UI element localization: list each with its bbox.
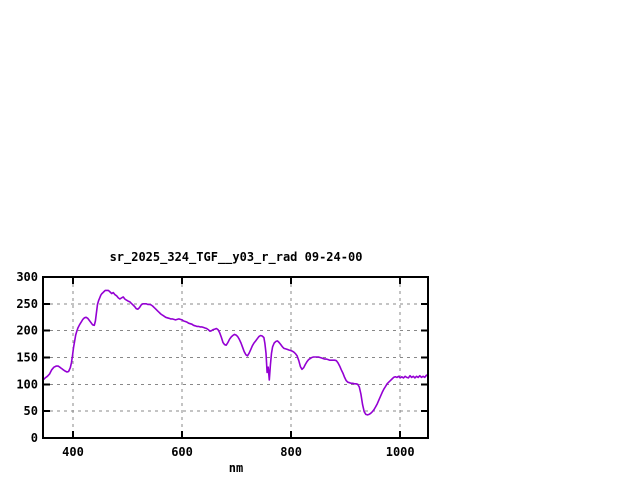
y-tick-label: 150	[16, 351, 38, 365]
plot-border	[42, 276, 429, 439]
y-tick-label: 200	[16, 324, 38, 338]
chart-title: sr_2025_324_TGF__y03_r_rad 09-24-00	[110, 250, 363, 265]
x-tick-label: 600	[171, 445, 193, 459]
y-tick-label: 250	[16, 297, 38, 311]
y-tick-label: 50	[24, 404, 38, 418]
y-tick-label: 100	[16, 377, 38, 391]
x-tick-label: 800	[280, 445, 302, 459]
plot-frame	[42, 276, 429, 439]
data-curve	[42, 289, 429, 416]
y-tick-label: 300	[16, 270, 38, 284]
spectral-curve	[42, 289, 429, 416]
x-tick-label: 400	[62, 445, 84, 459]
tick-labels: 400 600 800 1000 0 50 100 150 200 250 300	[16, 270, 414, 459]
x-axis-label: nm	[229, 461, 243, 475]
x-tick-label: 1000	[386, 445, 415, 459]
grid-lines	[43, 277, 428, 438]
y-tick-label: 0	[31, 431, 38, 445]
